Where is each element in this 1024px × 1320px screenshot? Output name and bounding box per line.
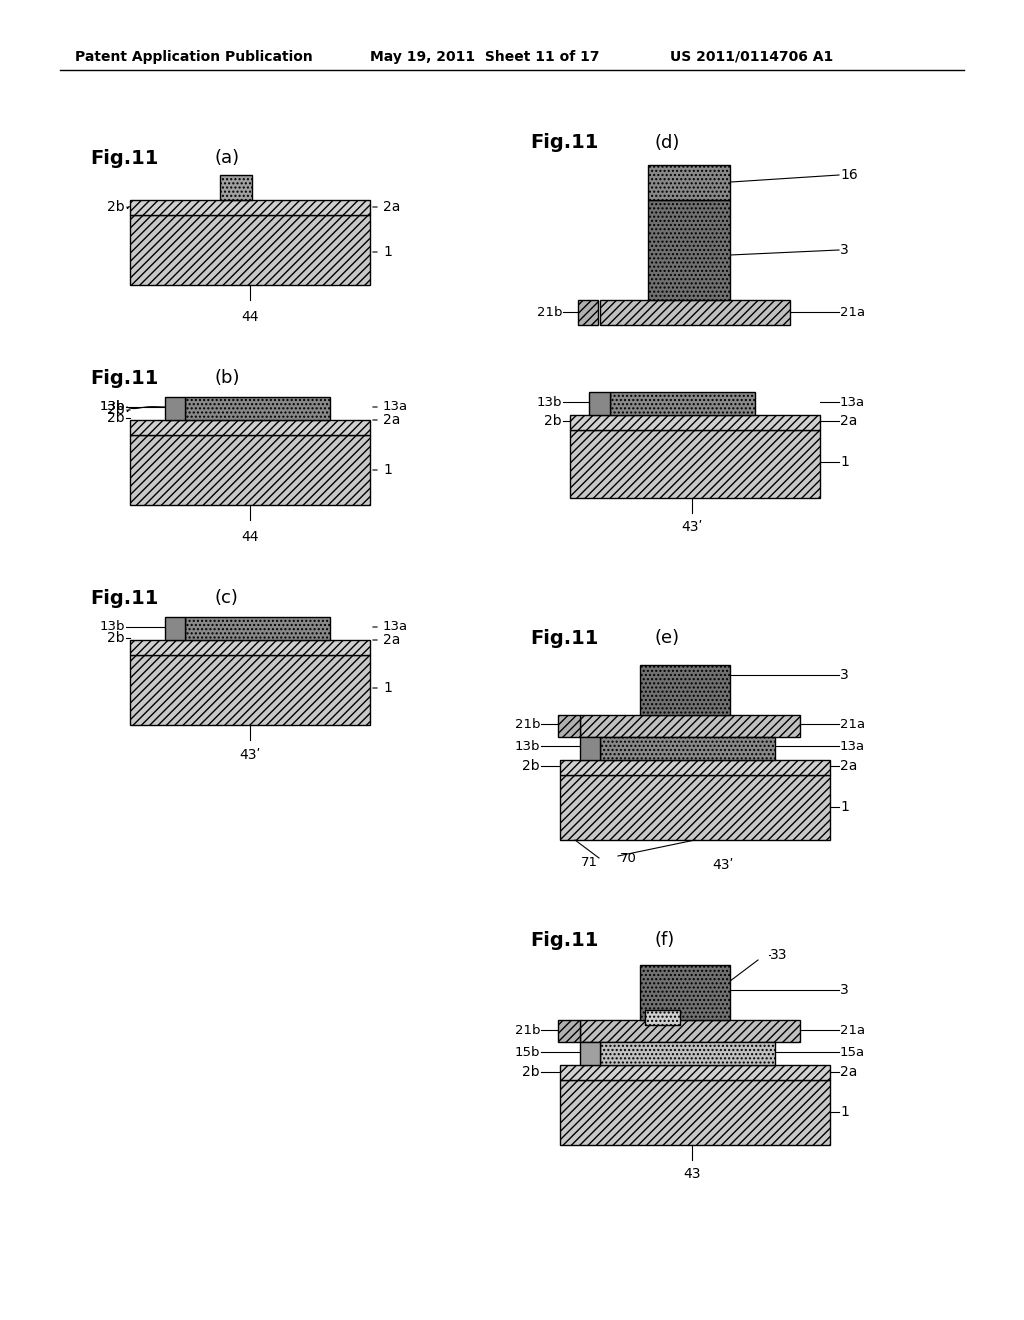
Bar [580, 1020, 800, 1041]
Text: 13a: 13a [840, 739, 865, 752]
Text: 44: 44 [242, 310, 259, 323]
Bar [578, 300, 598, 325]
Bar [610, 392, 755, 414]
Bar [558, 715, 580, 737]
Bar [185, 397, 330, 420]
Bar [600, 1041, 775, 1065]
Text: 2b: 2b [545, 414, 562, 428]
Text: 2b: 2b [108, 201, 125, 214]
Text: 1: 1 [383, 463, 392, 477]
Text: 21a: 21a [840, 305, 865, 318]
Text: 43ʹ: 43ʹ [240, 748, 261, 762]
Text: 70: 70 [620, 851, 637, 865]
Text: 3: 3 [840, 983, 849, 997]
Text: 2b: 2b [108, 411, 125, 425]
Bar [580, 1041, 600, 1065]
Text: (b): (b) [215, 370, 241, 387]
Text: 2b: 2b [108, 403, 125, 417]
Bar [130, 436, 370, 506]
Text: 3: 3 [840, 668, 849, 682]
Text: 21a: 21a [840, 1023, 865, 1036]
Text: (c): (c) [215, 589, 239, 607]
Bar [570, 414, 820, 430]
Text: 15b: 15b [514, 1045, 540, 1059]
Bar [560, 775, 830, 840]
Text: 43ʹ: 43ʹ [712, 858, 733, 873]
Text: 1: 1 [840, 455, 849, 469]
Text: 13b: 13b [99, 400, 125, 413]
Text: 21b: 21b [514, 1023, 540, 1036]
Text: 71: 71 [581, 855, 598, 869]
Text: (a): (a) [215, 149, 240, 168]
Text: May 19, 2011  Sheet 11 of 17: May 19, 2011 Sheet 11 of 17 [370, 50, 599, 63]
Text: 1: 1 [840, 1105, 849, 1119]
Text: 2a: 2a [840, 759, 857, 774]
Text: 2b: 2b [522, 1065, 540, 1078]
Text: 43: 43 [683, 1167, 700, 1181]
Bar [165, 397, 185, 420]
Text: 1: 1 [383, 246, 392, 259]
Text: (d): (d) [655, 135, 680, 152]
Text: 16: 16 [840, 168, 858, 182]
Text: 33: 33 [770, 948, 787, 962]
Bar [130, 420, 370, 436]
Bar [580, 737, 600, 760]
Text: 21b: 21b [537, 305, 562, 318]
Text: Fig.11: Fig.11 [90, 589, 159, 607]
Bar [580, 715, 800, 737]
Bar [165, 616, 185, 640]
Text: 15a: 15a [840, 1045, 865, 1059]
Text: 21b: 21b [514, 718, 540, 730]
Text: 21a: 21a [840, 718, 865, 730]
Text: US 2011/0114706 A1: US 2011/0114706 A1 [670, 50, 834, 63]
Bar [648, 165, 730, 201]
Bar [558, 1020, 580, 1041]
Text: Fig.11: Fig.11 [90, 368, 159, 388]
Bar [648, 201, 730, 300]
Bar [560, 1080, 830, 1144]
Text: Fig.11: Fig.11 [90, 149, 159, 168]
Bar [130, 655, 370, 725]
Bar [570, 430, 820, 498]
Bar [600, 300, 790, 325]
Text: 43ʹ: 43ʹ [681, 520, 702, 535]
Bar [640, 965, 730, 1020]
Text: 3: 3 [840, 243, 849, 257]
Text: 13b: 13b [99, 400, 125, 413]
Text: (f): (f) [655, 931, 675, 949]
Bar [645, 1010, 680, 1026]
Bar [589, 392, 610, 414]
Text: 2a: 2a [383, 634, 400, 647]
Bar [600, 737, 775, 760]
Text: 2b: 2b [108, 631, 125, 645]
Text: Fig.11: Fig.11 [530, 133, 598, 153]
Bar [220, 176, 252, 201]
Text: Fig.11: Fig.11 [530, 931, 598, 949]
Text: 13a: 13a [383, 400, 409, 413]
Text: 13a: 13a [840, 396, 865, 408]
Text: Patent Application Publication: Patent Application Publication [75, 50, 312, 63]
Bar [130, 201, 370, 215]
Bar [640, 665, 730, 715]
Text: 2b: 2b [522, 759, 540, 774]
Text: Fig.11: Fig.11 [530, 628, 598, 648]
Text: 44: 44 [242, 531, 259, 544]
Text: 1: 1 [840, 800, 849, 814]
Text: 2a: 2a [840, 1065, 857, 1078]
Text: 13a: 13a [383, 620, 409, 634]
Text: (e): (e) [655, 630, 680, 647]
Text: 2a: 2a [383, 413, 400, 426]
Text: 1: 1 [383, 681, 392, 696]
Text: 13b: 13b [514, 739, 540, 752]
Text: 13b: 13b [537, 396, 562, 408]
Bar [185, 616, 330, 640]
Bar [560, 1065, 830, 1080]
Bar [130, 215, 370, 285]
Text: 2a: 2a [383, 201, 400, 214]
Text: 13b: 13b [99, 620, 125, 634]
Bar [560, 760, 830, 775]
Text: 2a: 2a [840, 414, 857, 428]
Bar [130, 640, 370, 655]
